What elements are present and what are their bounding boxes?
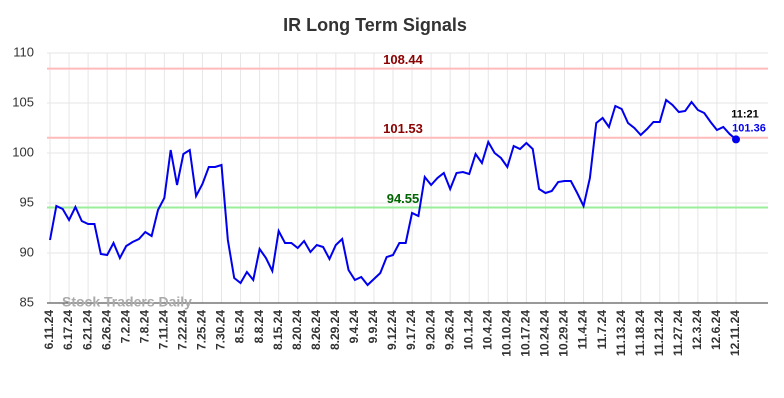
x-tick-label: 10.17.24	[519, 310, 533, 357]
x-tick-label: 11.7.24	[595, 310, 609, 350]
x-tick-label: 6.21.24	[80, 310, 94, 350]
x-tick-label: 12.11.24	[728, 310, 742, 356]
x-tick-label: 7.8.24	[137, 310, 151, 344]
last-time: 11:21	[731, 108, 759, 120]
x-tick-label: 6.26.24	[99, 310, 113, 350]
x-tick-label: 9.17.24	[404, 310, 418, 350]
signal-label: 108.44	[383, 52, 424, 67]
x-tick-label: 8.26.24	[309, 310, 323, 350]
last-value: 101.36	[732, 122, 766, 134]
x-tick-label: 7.2.24	[118, 310, 132, 344]
x-tick-label: 11.18.24	[633, 310, 647, 356]
watermark: Stock Traders Daily	[62, 294, 192, 310]
x-tick-label: 10.4.24	[480, 310, 494, 350]
x-tick-label: 8.8.24	[252, 310, 266, 344]
price-line	[49, 98, 737, 287]
y-tick-label: 100	[12, 144, 34, 159]
y-tick-label: 85	[20, 294, 34, 309]
x-tick-label: 11.21.24	[652, 310, 666, 356]
y-tick-label: 90	[20, 244, 34, 259]
x-tick-label: 9.26.24	[442, 310, 456, 350]
x-tick-label: 12.3.24	[690, 310, 704, 350]
y-tick-label: 110	[13, 44, 34, 59]
x-tick-label: 7.11.24	[157, 310, 171, 350]
signal-label: 94.55	[387, 191, 420, 206]
x-tick-label: 10.10.24	[500, 310, 514, 357]
x-tick-label: 9.9.24	[366, 310, 380, 344]
x-tick-label: 9.20.24	[423, 310, 437, 350]
x-tick-label: 7.25.24	[195, 310, 209, 350]
x-tick-label: 8.29.24	[328, 310, 342, 350]
x-tick-label: 8.5.24	[233, 310, 247, 344]
x-tick-label: 10.24.24	[538, 310, 552, 357]
x-tick-label: 9.4.24	[347, 310, 361, 344]
x-tick-label: 10.1.24	[461, 310, 475, 350]
x-tick-label: 11.13.24	[614, 310, 628, 356]
x-tick-label: 7.30.24	[214, 310, 228, 350]
y-tick-label: 95	[20, 194, 34, 209]
x-tick-label: 10.29.24	[557, 310, 571, 357]
x-tick-label: 6.11.24	[42, 310, 56, 350]
signal-label: 101.53	[383, 121, 423, 136]
x-tick-label: 12.6.24	[709, 310, 723, 350]
x-tick-label: 7.22.24	[176, 310, 190, 350]
x-tick-label: 6.17.24	[61, 310, 75, 350]
chart-title: IR Long Term Signals	[283, 15, 467, 35]
x-tick-label: 11.27.24	[671, 310, 685, 356]
y-tick-label: 105	[12, 94, 34, 109]
x-tick-label: 9.12.24	[385, 310, 399, 350]
x-tick-label: 8.20.24	[290, 310, 304, 350]
x-tick-label: 8.15.24	[271, 310, 285, 350]
x-tick-label: 11.4.24	[576, 310, 590, 350]
last-point	[732, 135, 740, 144]
